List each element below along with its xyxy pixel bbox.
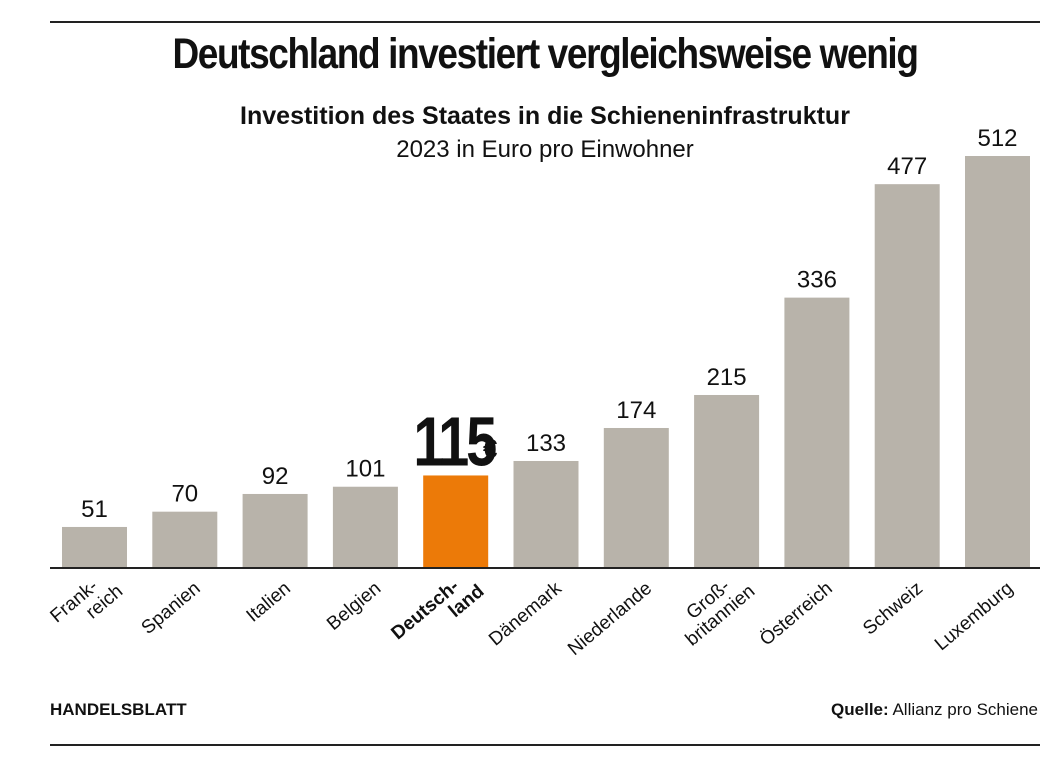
category-label: Schweiz bbox=[859, 578, 927, 640]
category-label: Groß-britannien bbox=[669, 566, 759, 651]
publisher-brand: HANDELSBLATT bbox=[50, 700, 187, 719]
value-label: 477 bbox=[887, 153, 927, 180]
source-note: Quelle: Allianz pro Schiene bbox=[831, 700, 1038, 720]
chart-title: Deutschland investiert vergleichsweise w… bbox=[172, 30, 918, 78]
highlight-unit-label: € bbox=[483, 433, 497, 463]
value-label: 51 bbox=[81, 496, 108, 523]
bar bbox=[874, 184, 940, 568]
value-label: 92 bbox=[262, 463, 289, 490]
category-label: Spanien bbox=[138, 578, 205, 639]
bar bbox=[332, 486, 398, 568]
bar bbox=[62, 526, 127, 568]
category-label: Deutsch-land bbox=[387, 566, 488, 660]
chart-subtitle: Investition des Staates in die Schieneni… bbox=[240, 102, 850, 130]
category-label: Frank-reich bbox=[46, 566, 127, 643]
value-label: 133 bbox=[526, 430, 566, 457]
bar bbox=[152, 511, 218, 568]
value-label: 512 bbox=[977, 125, 1017, 152]
bottom-rule bbox=[50, 744, 1040, 746]
source-text: Allianz pro Schiene bbox=[892, 700, 1038, 719]
category-label: Belgien bbox=[323, 578, 385, 635]
bar bbox=[784, 297, 850, 568]
value-label: 336 bbox=[797, 267, 837, 294]
category-label: Niederlande bbox=[564, 578, 656, 660]
source-label: Quelle: bbox=[831, 700, 889, 719]
value-label: 174 bbox=[616, 397, 656, 424]
bar bbox=[423, 475, 489, 568]
highlight-value-label: 115 bbox=[413, 404, 496, 481]
bar bbox=[242, 493, 308, 568]
top-rule bbox=[50, 21, 1040, 23]
bar bbox=[513, 460, 579, 568]
value-label: 70 bbox=[171, 481, 198, 508]
value-label: 215 bbox=[707, 364, 747, 391]
category-label: Italien bbox=[243, 578, 295, 627]
value-label: 101 bbox=[345, 456, 385, 483]
category-label: Dänemark bbox=[485, 578, 566, 651]
category-label: Luxemburg bbox=[931, 578, 1017, 655]
category-label: Österreich bbox=[756, 578, 837, 650]
chart-unit-line: 2023 in Euro pro Einwohner bbox=[396, 136, 694, 163]
bar bbox=[694, 394, 760, 568]
bar bbox=[965, 156, 1030, 568]
bar bbox=[603, 427, 669, 568]
